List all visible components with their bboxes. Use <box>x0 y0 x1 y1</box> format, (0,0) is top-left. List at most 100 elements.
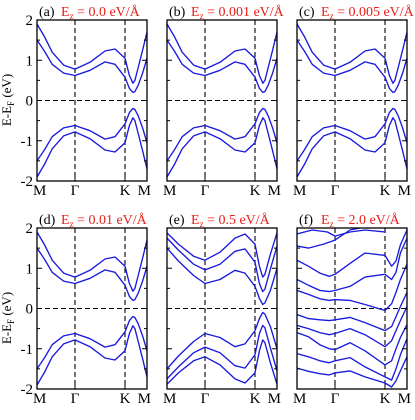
ytick-label: -2 <box>21 382 34 398</box>
field-symbol: E <box>191 5 200 20</box>
panel-frame <box>166 19 278 182</box>
ytick-label: 1 <box>26 261 34 277</box>
band-line <box>297 117 407 178</box>
ylabel-main: E-E <box>0 106 14 126</box>
band-line <box>37 39 147 94</box>
band-line <box>167 39 277 94</box>
field-value: = 2.0 eV/Å <box>334 212 401 228</box>
field-symbol: E <box>191 213 200 228</box>
field-subscript: z <box>200 11 204 21</box>
ylabel-main: E-E <box>0 324 14 344</box>
xtick-label: Γ <box>331 391 340 407</box>
panel-frame <box>166 227 278 390</box>
xtick-label: M <box>398 183 411 199</box>
ylabel-unit: (eV) <box>0 74 14 101</box>
field-symbol: E <box>321 213 330 228</box>
xtick-label: K <box>120 183 131 199</box>
xtick-label: M <box>33 391 46 407</box>
band-line <box>167 324 277 380</box>
ylabel-top: E-EF (eV) <box>0 74 16 126</box>
band-line <box>297 324 407 366</box>
band-line <box>297 107 407 162</box>
field-label: Ez = 0.01 eV/Å <box>61 212 148 229</box>
ylabel-bottom: E-EF (eV) <box>0 292 16 344</box>
field-symbol: E <box>321 5 330 20</box>
xtick-label: M <box>138 183 151 199</box>
band-line <box>167 117 277 178</box>
ylabel-unit: (eV) <box>0 292 14 319</box>
field-label: Ez = 0.0 eV/Å <box>61 4 141 21</box>
panel-label: (d) <box>39 213 56 228</box>
band-line <box>37 23 147 84</box>
field-value: = 0.0 eV/Å <box>74 4 141 20</box>
panel-frame <box>296 227 408 390</box>
bands-group <box>37 23 147 178</box>
xtick-label: M <box>293 183 306 199</box>
field-subscript: z <box>70 219 74 229</box>
field-subscript: z <box>330 219 334 229</box>
field-label: Ez = 0.005 eV/Å <box>321 4 415 21</box>
ytick-label: -2 <box>21 174 34 190</box>
band-line <box>297 306 407 348</box>
bands-group <box>167 232 277 385</box>
ytick-label: -1 <box>21 342 34 358</box>
bands-group <box>297 23 407 178</box>
panel-c: M Γ K M(c) Ez = 0.005 eV/Å <box>293 4 415 199</box>
band-line <box>167 339 277 385</box>
panel-label: (b) <box>169 5 186 20</box>
panel-frame <box>36 19 148 182</box>
band-line <box>37 315 147 370</box>
xtick-label: Γ <box>331 183 340 199</box>
panel-b: M Γ K M(b) Ez = 0.001 eV/Å <box>163 4 285 199</box>
band-line <box>297 356 407 388</box>
panel-frame <box>36 227 148 390</box>
field-label: Ez = 2.0 eV/Å <box>321 212 401 229</box>
xtick-label: M <box>138 391 151 407</box>
ytick-label: 2 <box>26 13 34 29</box>
xtick-label: K <box>120 391 131 407</box>
band-line <box>167 311 277 370</box>
band-line <box>297 263 407 312</box>
band-line <box>167 232 277 278</box>
ytick-label: 0 <box>26 302 34 318</box>
band-line <box>167 107 277 162</box>
panel-f: M Γ K M(f) Ez = 2.0 eV/Å <box>293 212 411 407</box>
xtick-label: M <box>163 391 176 407</box>
band-line <box>167 247 277 306</box>
band-line <box>37 325 147 386</box>
band-line <box>297 237 407 293</box>
band-line <box>297 292 407 332</box>
band-line <box>37 107 147 162</box>
field-value: = 0.5 eV/Å <box>204 212 271 228</box>
xtick-label: M <box>398 391 411 407</box>
field-label: Ez = 0.001 eV/Å <box>191 4 285 21</box>
xtick-label: K <box>380 391 391 407</box>
xtick-label: Γ <box>71 183 80 199</box>
xtick-label: M <box>163 183 176 199</box>
panel-label: (c) <box>299 5 315 20</box>
band-line <box>37 231 147 292</box>
band-line <box>37 117 147 178</box>
field-value: = 0.005 eV/Å <box>334 4 415 20</box>
xtick-label: M <box>293 391 306 407</box>
band-line <box>297 229 386 237</box>
field-label: Ez = 0.5 eV/Å <box>191 212 271 229</box>
xtick-label: K <box>380 183 391 199</box>
field-symbol: E <box>61 5 70 20</box>
xtick-label: Γ <box>201 183 210 199</box>
xtick-label: K <box>250 391 261 407</box>
ylabel-sub: F <box>6 319 16 324</box>
field-subscript: z <box>70 11 74 21</box>
field-value: = 0.001 eV/Å <box>204 4 285 20</box>
panel-label: (e) <box>169 213 185 228</box>
field-subscript: z <box>330 11 334 21</box>
band-line <box>297 229 407 277</box>
ylabel-sub: F <box>6 101 16 106</box>
band-line <box>37 247 147 302</box>
field-value: = 0.01 eV/Å <box>74 212 148 228</box>
xtick-label: Γ <box>201 391 210 407</box>
